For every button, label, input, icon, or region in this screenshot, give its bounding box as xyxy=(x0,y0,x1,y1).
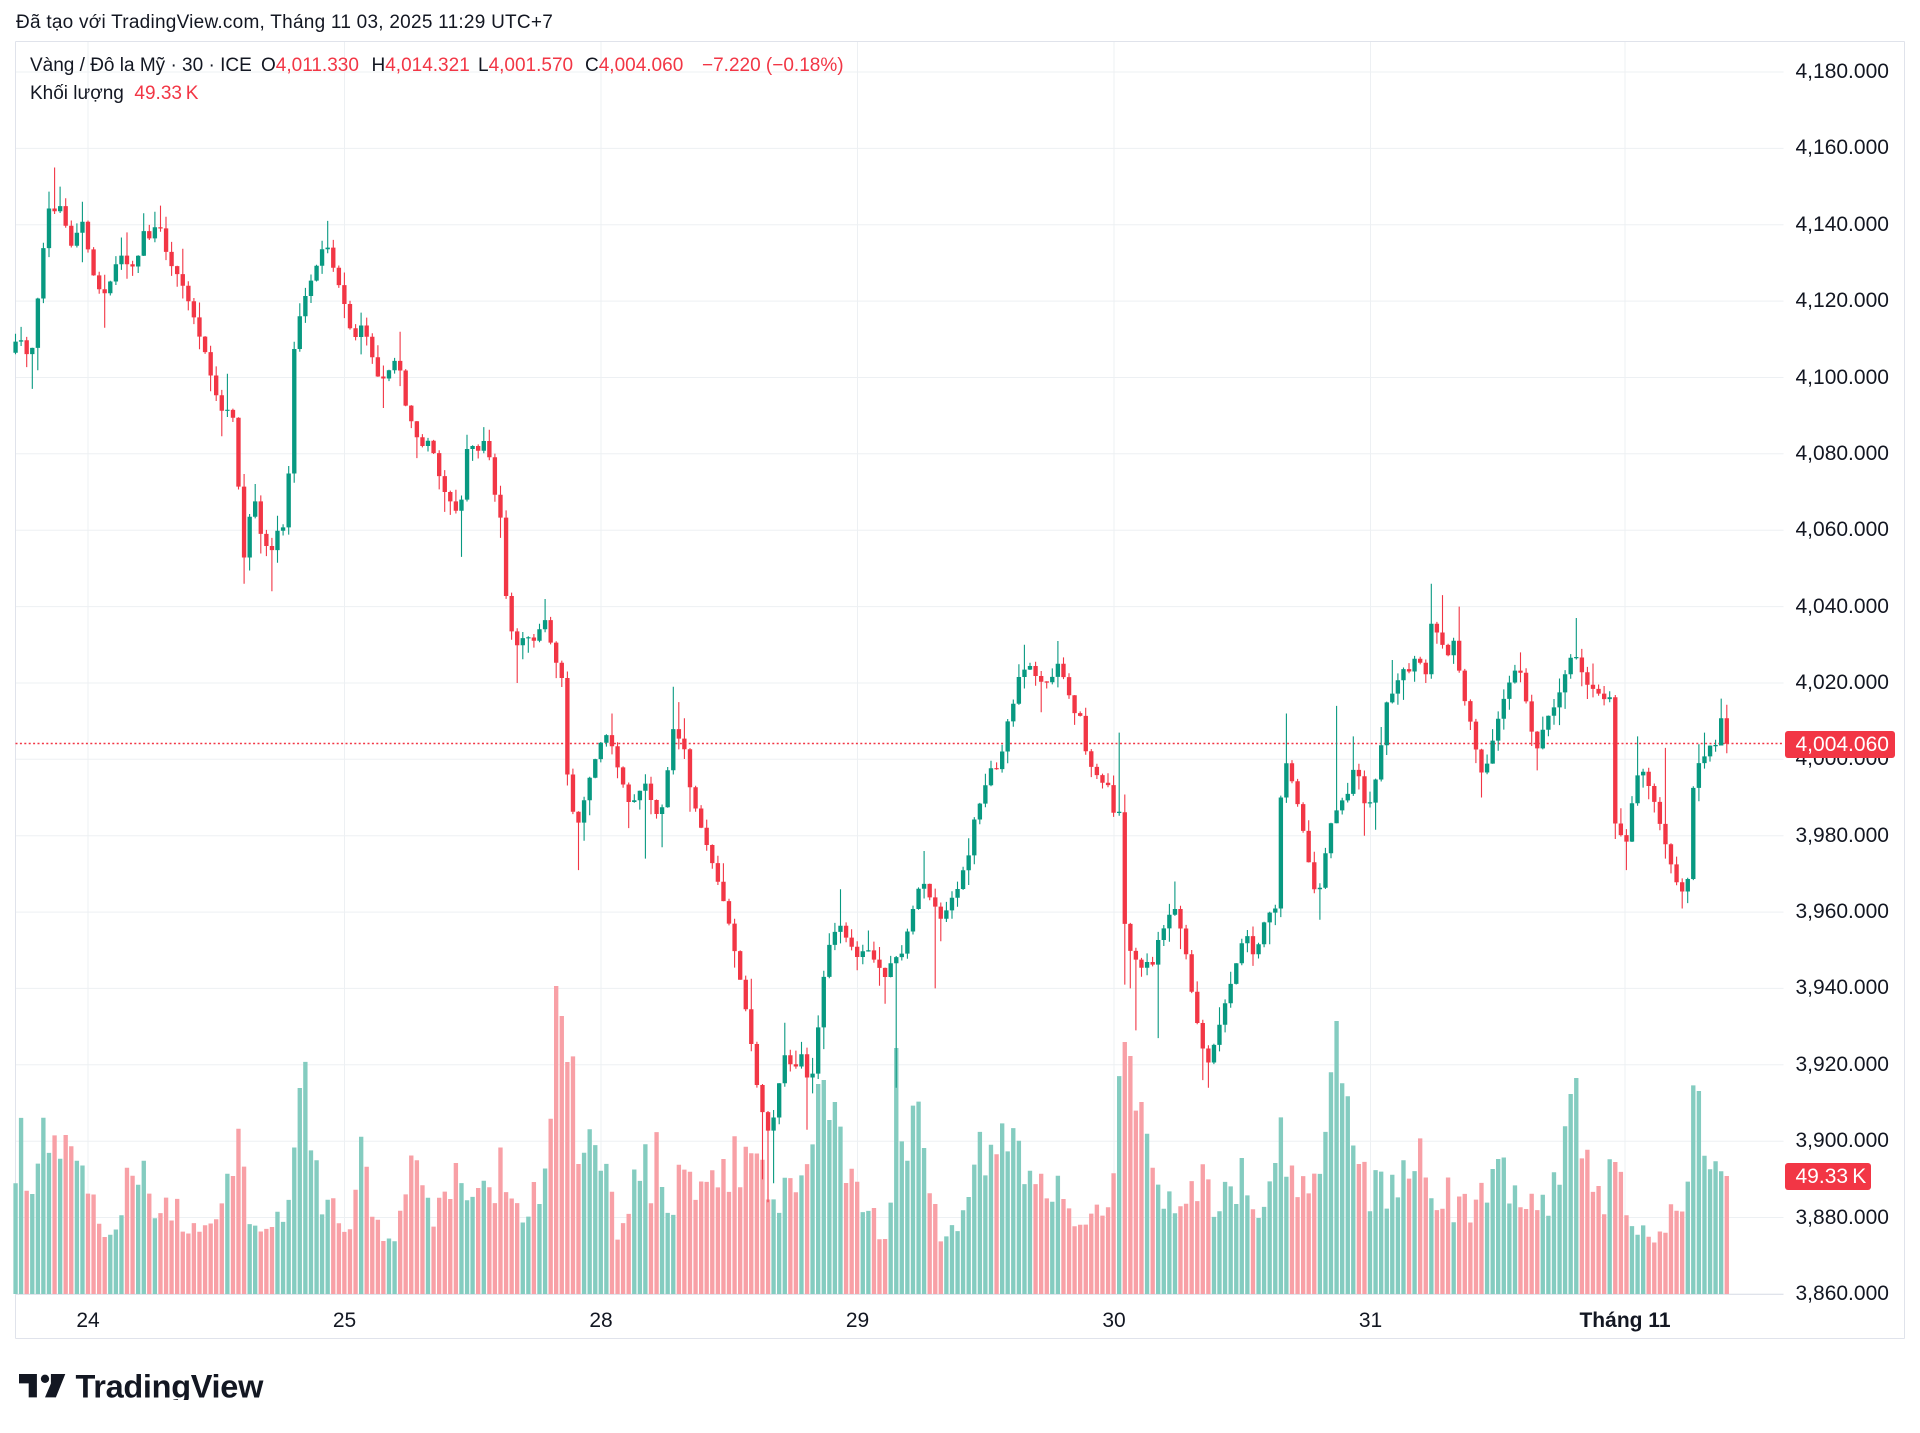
svg-text:TradingView: TradingView xyxy=(75,1374,264,1400)
